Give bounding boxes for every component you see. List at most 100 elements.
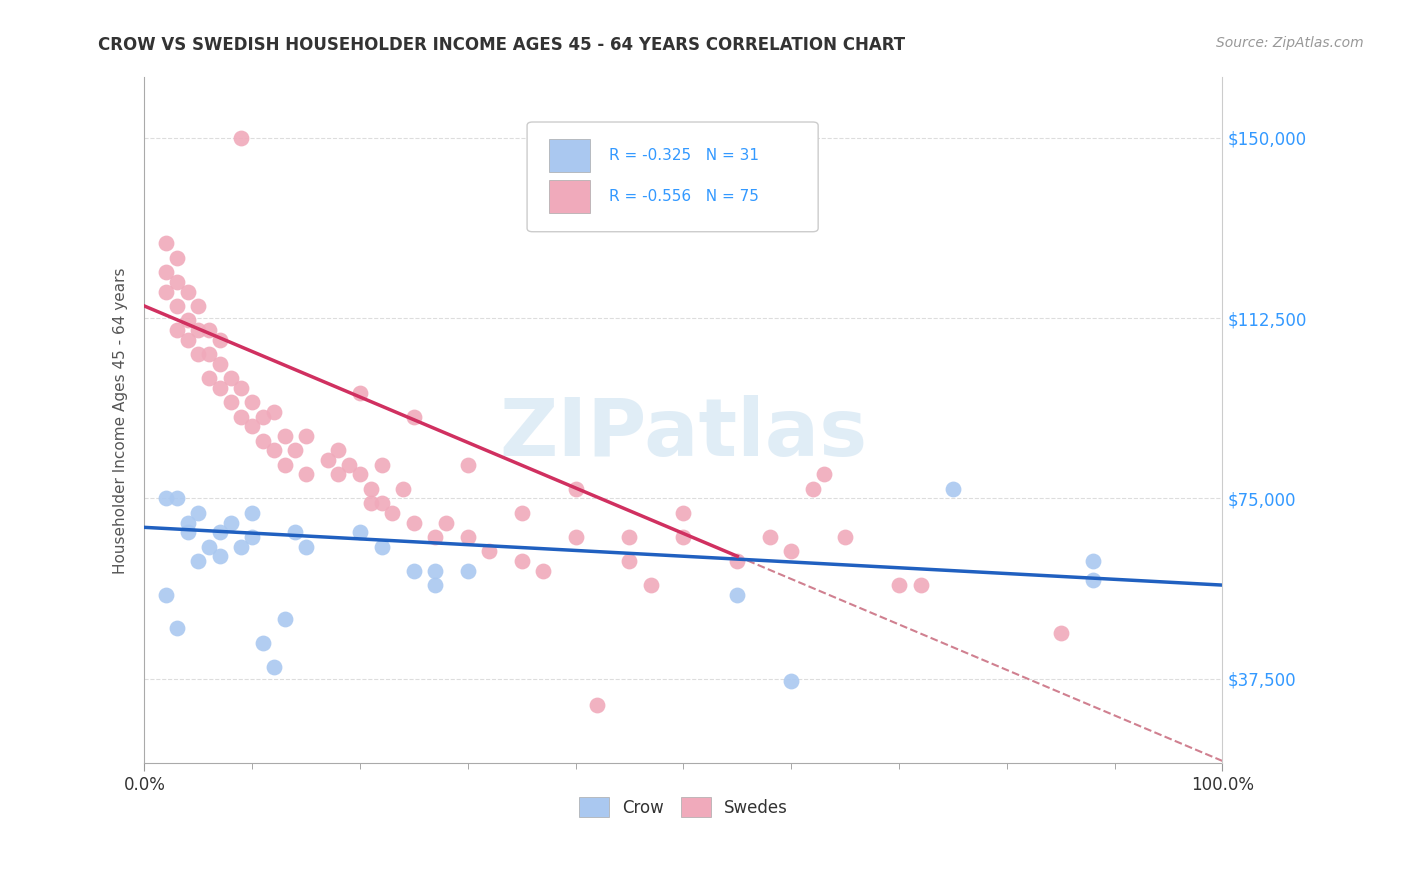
Point [1081, 574, 1104, 588]
FancyBboxPatch shape [527, 122, 818, 232]
Point [176, 516, 198, 530]
Point [425, 564, 447, 578]
Point [252, 434, 274, 448]
Point [166, 251, 188, 265]
Point [176, 525, 198, 540]
Point [349, 385, 371, 400]
Point [434, 516, 457, 530]
Y-axis label: Householder Income Ages 45 - 64 years: Householder Income Ages 45 - 64 years [114, 267, 128, 574]
Point [425, 578, 447, 592]
Point [457, 530, 479, 544]
Point [780, 674, 803, 689]
Point [564, 530, 586, 544]
Point [370, 540, 392, 554]
Point [887, 578, 910, 592]
Point [780, 544, 803, 558]
Point [240, 506, 263, 520]
Point [337, 458, 360, 472]
Point [640, 578, 662, 592]
Point [240, 530, 263, 544]
Point [198, 347, 221, 361]
Point [263, 660, 285, 674]
Point [273, 612, 295, 626]
Text: R = -0.325   N = 31: R = -0.325 N = 31 [609, 148, 759, 163]
Point [240, 419, 263, 434]
Point [231, 130, 253, 145]
Point [328, 467, 350, 482]
Point [510, 506, 533, 520]
Point [176, 313, 198, 327]
Point [834, 530, 856, 544]
Point [564, 482, 586, 496]
Point [263, 405, 285, 419]
Point [252, 636, 274, 650]
Point [402, 409, 425, 424]
Point [478, 544, 501, 558]
Point [457, 564, 479, 578]
Point [219, 395, 242, 409]
Point [316, 453, 339, 467]
Point [198, 323, 221, 337]
Point [208, 333, 231, 347]
Point [231, 540, 253, 554]
Point [801, 482, 824, 496]
Point [176, 285, 198, 299]
Point [166, 299, 188, 313]
Point [187, 347, 209, 361]
FancyBboxPatch shape [548, 139, 589, 172]
Point [402, 564, 425, 578]
Point [240, 395, 263, 409]
Point [208, 357, 231, 371]
Point [263, 443, 285, 458]
Point [402, 516, 425, 530]
Point [370, 458, 392, 472]
Point [586, 698, 609, 713]
Point [166, 275, 188, 289]
Point [457, 458, 479, 472]
Point [187, 506, 209, 520]
Point [305, 10, 328, 24]
Point [725, 554, 748, 568]
Point [360, 496, 382, 510]
Text: Source: ZipAtlas.com: Source: ZipAtlas.com [1216, 36, 1364, 50]
Point [1081, 554, 1104, 568]
Point [284, 525, 307, 540]
Point [510, 554, 533, 568]
Point [284, 443, 307, 458]
Point [619, 554, 641, 568]
Point [155, 285, 177, 299]
Point [758, 530, 780, 544]
Point [231, 381, 253, 395]
Point [295, 540, 318, 554]
Point [166, 323, 188, 337]
Point [619, 530, 641, 544]
Point [273, 429, 295, 443]
Legend: Crow, Swedes: Crow, Swedes [572, 791, 794, 823]
Point [208, 549, 231, 564]
Point [725, 588, 748, 602]
Point [155, 588, 177, 602]
Point [942, 482, 965, 496]
Point [910, 578, 932, 592]
Text: ZIPatlas: ZIPatlas [499, 395, 868, 473]
Point [370, 496, 392, 510]
Point [187, 554, 209, 568]
FancyBboxPatch shape [548, 180, 589, 213]
Point [252, 409, 274, 424]
Text: CROW VS SWEDISH HOUSEHOLDER INCOME AGES 45 - 64 YEARS CORRELATION CHART: CROW VS SWEDISH HOUSEHOLDER INCOME AGES … [98, 36, 905, 54]
Point [273, 458, 295, 472]
Point [349, 525, 371, 540]
Point [155, 236, 177, 251]
Point [166, 621, 188, 635]
Point [392, 482, 415, 496]
Point [360, 482, 382, 496]
Point [155, 491, 177, 506]
Point [166, 491, 188, 506]
Point [328, 443, 350, 458]
Point [219, 371, 242, 385]
Point [231, 409, 253, 424]
Point [295, 467, 318, 482]
Point [813, 467, 835, 482]
Point [155, 265, 177, 279]
Point [219, 516, 242, 530]
